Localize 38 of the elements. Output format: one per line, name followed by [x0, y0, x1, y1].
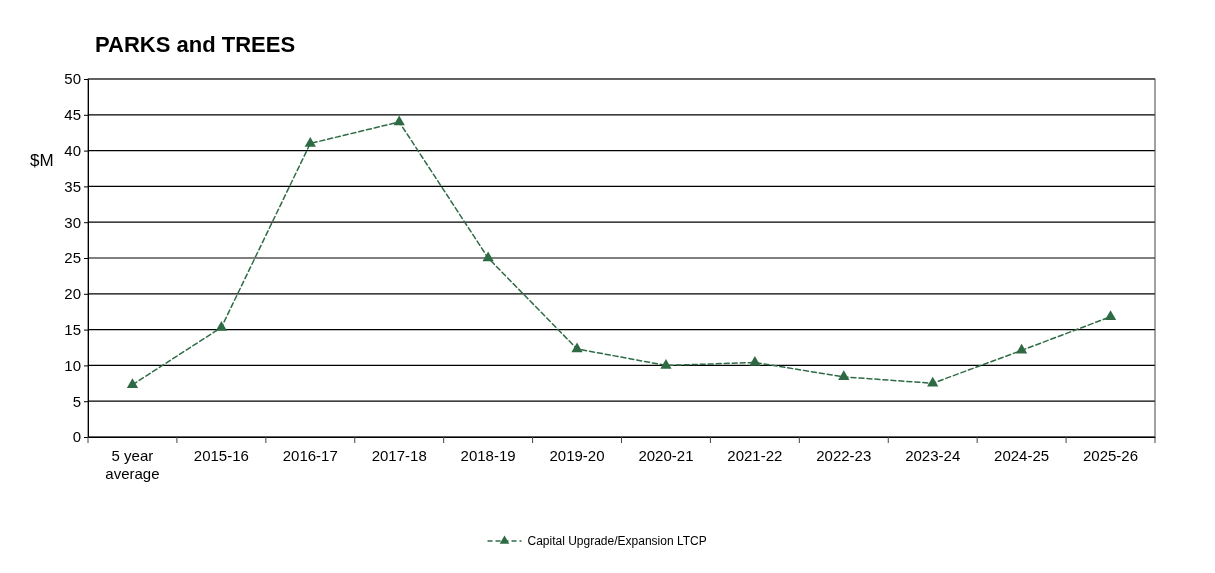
- legend-label: Capital Upgrade/Expansion LTCP: [527, 534, 707, 548]
- point: [1015, 343, 1028, 354]
- y-axis-title: $M: [30, 151, 54, 170]
- y-tick-label: 0: [72, 428, 81, 446]
- x-tick-label: 2016-17: [282, 447, 338, 464]
- x-tick-label: 2021-22: [727, 447, 783, 464]
- y-tick-label: 45: [64, 106, 81, 124]
- x-tick-label: 2025-26: [1083, 447, 1139, 464]
- y-tick-label: 25: [64, 249, 81, 267]
- y-tick-label: 10: [64, 356, 81, 374]
- point: [571, 342, 583, 353]
- chart-title: PARKS and TREES: [95, 32, 296, 57]
- point: [126, 378, 139, 388]
- x-tick-label: 2019-20: [549, 447, 605, 464]
- point: [393, 115, 405, 126]
- x-tick-label: 2022-23: [816, 447, 872, 464]
- point: [838, 370, 850, 381]
- y-tick-label: 5: [72, 392, 81, 410]
- x-tick-label: 2015-16: [193, 447, 249, 464]
- y-tick-label: 40: [64, 141, 81, 159]
- x-tick-label: 2024-25: [994, 447, 1050, 464]
- x-tick-label: 5 year average: [105, 447, 160, 482]
- y-tick-label: 30: [64, 213, 81, 231]
- x-tick-label: 2018-19: [460, 447, 516, 464]
- x-tick-label: 2020-21: [638, 447, 694, 464]
- point: [215, 320, 228, 331]
- point: [1104, 310, 1117, 320]
- y-tick-label: 15: [64, 320, 81, 338]
- point: [660, 358, 672, 369]
- point: [304, 136, 316, 147]
- point: [749, 356, 761, 366]
- y-tick-label: 50: [64, 70, 81, 88]
- y-tick-label: 20: [64, 285, 81, 303]
- x-tick-label: 2023-24: [905, 447, 961, 464]
- x-tick-label: 2017-18: [371, 447, 427, 464]
- point: [482, 251, 494, 262]
- point: [927, 376, 939, 387]
- y-tick-label: 35: [64, 177, 81, 195]
